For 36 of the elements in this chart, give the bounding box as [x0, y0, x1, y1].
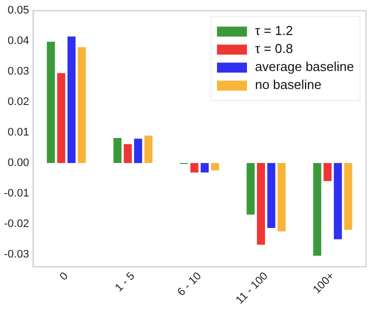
bar: [246, 163, 255, 215]
y-tick-label: 0.00: [8, 157, 30, 170]
bar: [278, 163, 286, 232]
bar: [344, 163, 352, 230]
legend-label: τ = 1.2: [254, 23, 294, 38]
legend-label: average baseline: [254, 59, 354, 74]
bar: [144, 136, 152, 164]
y-tick-label: 0.01: [8, 126, 30, 139]
bar: [113, 138, 122, 164]
x-tick-label: 6 - 10: [175, 270, 204, 299]
y-tick-label: 0.03: [8, 66, 30, 78]
bar: [256, 163, 265, 245]
bar: [57, 73, 66, 164]
bar: [200, 163, 209, 172]
bar: [324, 163, 332, 182]
x-tick-label: 1 - 5: [113, 270, 138, 294]
y-tick-label: 0.05: [8, 4, 30, 17]
bar: [313, 163, 322, 256]
y-tick-label: -0.03: [4, 248, 30, 261]
bar: [190, 163, 198, 172]
y-tick-label: -0.01: [4, 188, 30, 200]
bar: [334, 163, 342, 240]
bar: [68, 36, 76, 164]
x-tick-label: 0: [58, 270, 71, 283]
legend-label: τ = 0.8: [254, 41, 294, 56]
bar: [134, 138, 142, 164]
legend-label: no baseline: [254, 77, 322, 92]
y-tick-label: 0.04: [8, 35, 30, 48]
bar: [210, 163, 220, 170]
bar: [124, 144, 132, 164]
x-tick-label: 11 - 100: [234, 270, 270, 307]
bar: [267, 163, 276, 228]
bar: [78, 47, 86, 164]
bar: [46, 42, 55, 164]
y-tick-label: -0.02: [4, 218, 30, 230]
y-tick-label: 0.02: [8, 96, 30, 108]
